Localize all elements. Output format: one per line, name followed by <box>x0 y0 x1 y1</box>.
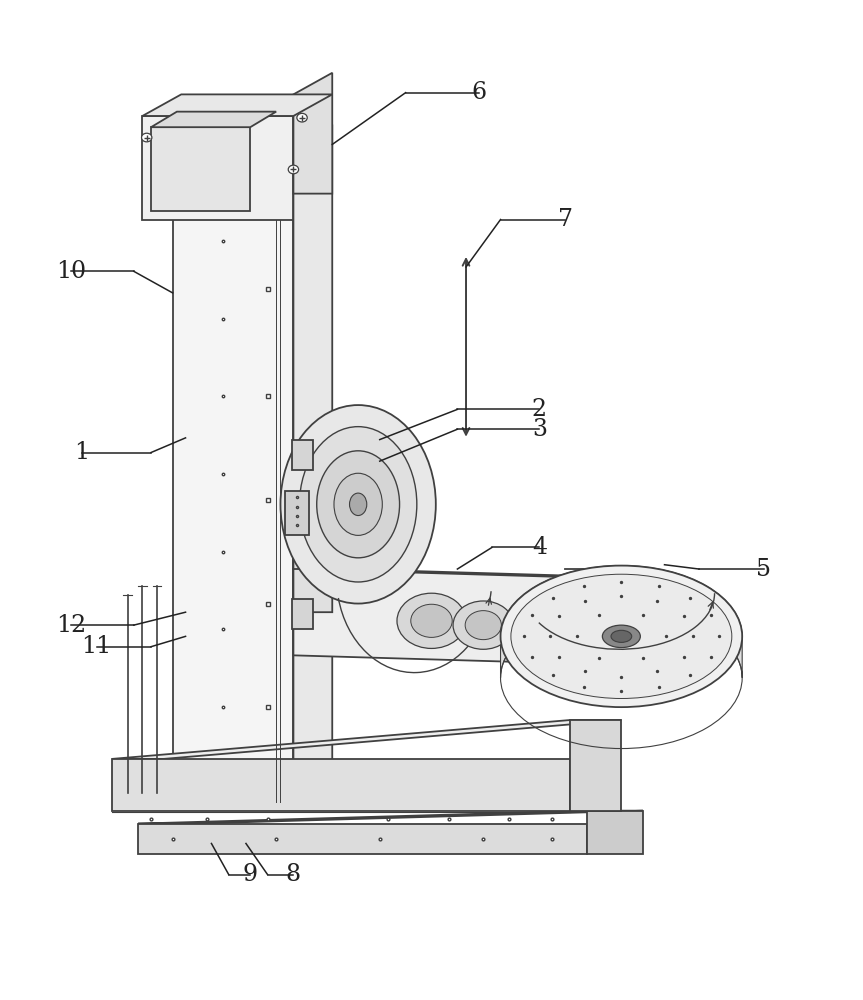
Polygon shape <box>293 427 332 612</box>
Polygon shape <box>501 566 742 678</box>
Text: 6: 6 <box>471 81 487 104</box>
Ellipse shape <box>397 593 466 648</box>
Ellipse shape <box>142 133 152 142</box>
Text: 5: 5 <box>756 558 772 581</box>
Polygon shape <box>293 569 639 578</box>
Text: 10: 10 <box>56 260 85 283</box>
Polygon shape <box>151 127 250 211</box>
Ellipse shape <box>350 493 367 516</box>
Polygon shape <box>285 491 309 535</box>
Polygon shape <box>142 94 332 116</box>
Text: 1: 1 <box>74 441 90 464</box>
Polygon shape <box>292 599 313 629</box>
Text: 8: 8 <box>286 863 301 886</box>
Polygon shape <box>293 569 587 664</box>
Ellipse shape <box>501 566 742 707</box>
Ellipse shape <box>453 601 513 649</box>
Polygon shape <box>293 125 332 802</box>
Polygon shape <box>142 116 293 220</box>
Polygon shape <box>292 440 313 470</box>
Ellipse shape <box>602 625 640 648</box>
Text: 2: 2 <box>532 398 547 421</box>
Ellipse shape <box>317 451 400 558</box>
Ellipse shape <box>411 604 452 637</box>
Polygon shape <box>587 578 639 664</box>
Ellipse shape <box>611 630 632 642</box>
Text: 3: 3 <box>532 418 547 441</box>
Text: 11: 11 <box>81 635 112 658</box>
Polygon shape <box>112 759 570 811</box>
Ellipse shape <box>280 405 436 604</box>
Polygon shape <box>293 73 332 194</box>
Polygon shape <box>151 112 276 127</box>
Polygon shape <box>138 811 643 824</box>
Ellipse shape <box>288 165 299 174</box>
Text: 12: 12 <box>55 614 86 637</box>
Ellipse shape <box>511 574 732 698</box>
Ellipse shape <box>465 611 501 640</box>
Polygon shape <box>570 720 621 811</box>
Polygon shape <box>587 811 643 854</box>
Ellipse shape <box>299 427 417 582</box>
Text: 7: 7 <box>557 208 573 231</box>
Ellipse shape <box>297 113 307 122</box>
Text: 4: 4 <box>532 536 547 559</box>
Polygon shape <box>138 824 587 854</box>
Polygon shape <box>173 168 293 802</box>
Polygon shape <box>173 146 332 168</box>
Polygon shape <box>112 720 621 759</box>
Text: 9: 9 <box>243 863 258 886</box>
Ellipse shape <box>334 473 382 535</box>
